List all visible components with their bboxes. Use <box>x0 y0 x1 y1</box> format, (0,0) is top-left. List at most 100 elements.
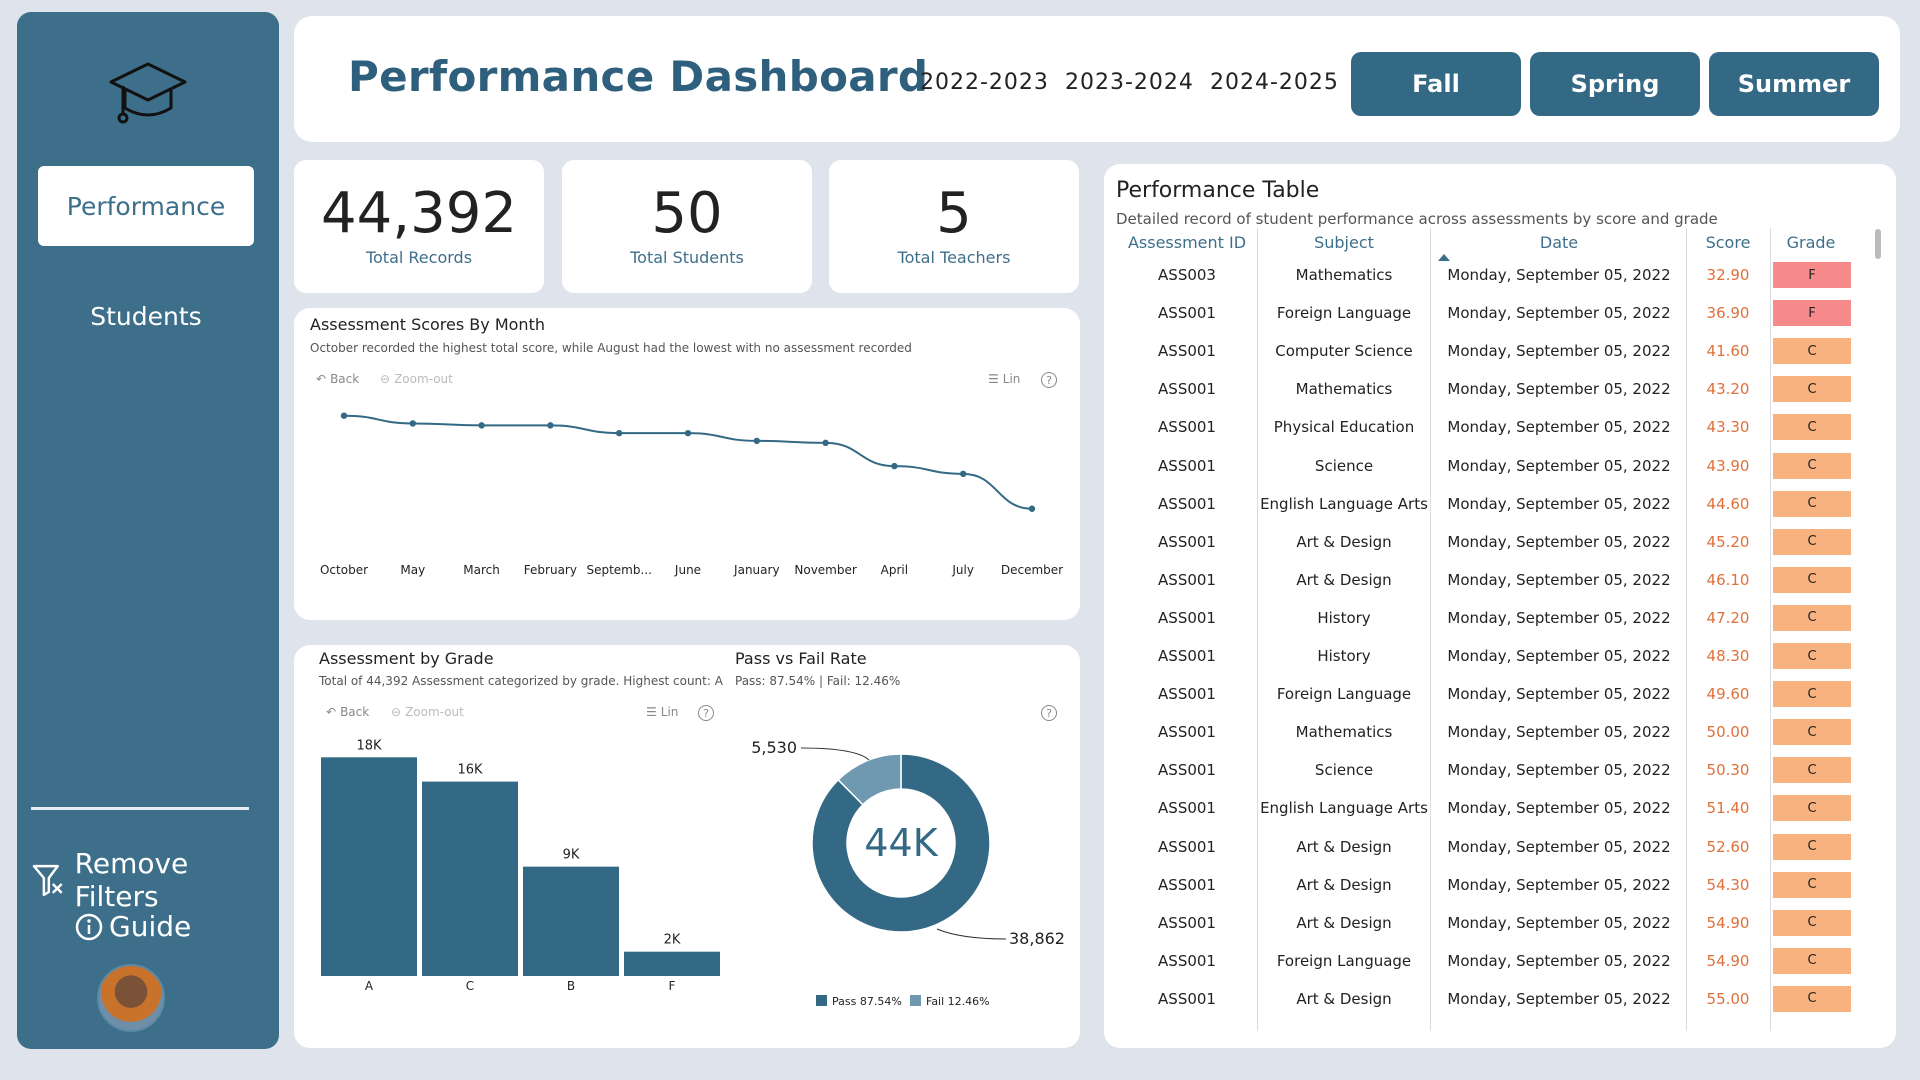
donut-chart: 44K 38,862 5,530 Pass 87.54% Fail 12.46% <box>751 738 1065 1008</box>
legend-swatch <box>910 995 921 1006</box>
data-point[interactable] <box>616 429 623 437</box>
data-point[interactable] <box>753 437 760 445</box>
lin-toggle[interactable]: ☰ Lin <box>988 372 1020 386</box>
cell-grade: F <box>1773 262 1851 288</box>
cell-grade: C <box>1773 681 1851 708</box>
performance-table-panel <box>1104 164 1896 1048</box>
cell-score: 50.30 <box>1706 761 1750 780</box>
column-header-date[interactable]: Date <box>1539 233 1579 252</box>
cell-date: Monday, September 05, 2022 <box>1447 418 1671 437</box>
zoom-out-icon: ⊖ <box>380 372 391 386</box>
data-point[interactable] <box>409 420 416 427</box>
bar-chart: 18K A 16K C 9K B 2K F <box>321 738 720 993</box>
cell-score: 32.90 <box>1706 266 1750 284</box>
year-filter-2024-2025[interactable]: 2024-2025 <box>1210 70 1339 95</box>
zoom-out-button[interactable]: ⊖ Zoom-out <box>391 705 464 719</box>
data-point[interactable] <box>960 470 967 478</box>
kpi-label: Total Records <box>365 248 473 267</box>
cell-score: 43.30 <box>1706 418 1750 437</box>
line-chart-panel <box>294 308 1080 620</box>
bar-data-label: 16K <box>457 763 483 778</box>
x-tick-label: April <box>880 563 909 577</box>
legend-item[interactable]: Fail 12.46% <box>926 995 990 1008</box>
cell-grade: F <box>1773 300 1851 327</box>
cell-grade: C <box>1773 757 1851 784</box>
bar-data-label: 2K <box>664 933 681 948</box>
cell-subject: Computer Science <box>1275 342 1413 361</box>
nav-item-students[interactable]: Students <box>90 301 202 331</box>
cell-assessment-id: ASS001 <box>1158 799 1216 818</box>
data-point[interactable] <box>1028 505 1036 512</box>
lin-label: Lin <box>1002 372 1021 386</box>
cell-grade: C <box>1773 376 1851 403</box>
bar[interactable] <box>624 951 720 976</box>
bar[interactable] <box>422 781 518 976</box>
cell-subject: Mathematics <box>1295 723 1393 742</box>
zoom-out-label: Zoom-out <box>405 705 464 719</box>
cell-date: Monday, September 05, 2022 <box>1447 951 1671 970</box>
back-button[interactable]: ↶ Back <box>316 372 359 386</box>
cell-date: Monday, September 05, 2022 <box>1447 913 1671 932</box>
cell-assessment-id: ASS001 <box>1158 380 1216 399</box>
cell-subject: History <box>1317 647 1371 665</box>
leader-line <box>936 928 1007 940</box>
data-point[interactable] <box>891 462 898 470</box>
fall-button[interactable]: Fall <box>1351 52 1521 116</box>
cell-score: 54.90 <box>1706 913 1750 932</box>
legend-item[interactable]: Pass 87.54% <box>832 995 902 1008</box>
cell-date: Monday, September 05, 2022 <box>1447 989 1671 1008</box>
year-filter-2023-2024[interactable]: 2023-2024 <box>1065 70 1194 95</box>
sort-ascending-icon[interactable] <box>1437 253 1451 263</box>
donut-slice-fail[interactable] <box>837 753 902 806</box>
cell-assessment-id: ASS001 <box>1158 494 1216 513</box>
zoom-out-button[interactable]: ⊖ Zoom-out <box>380 372 453 386</box>
help-icon[interactable]: ? <box>1041 705 1057 721</box>
cell-subject: Science <box>1314 456 1374 475</box>
cell-subject: Art & Design <box>1296 837 1392 856</box>
table-subtitle: Detailed record of student performance a… <box>1116 210 1718 228</box>
table-title: Performance Table <box>1116 178 1320 203</box>
lin-toggle[interactable]: ☰ Lin <box>646 705 678 719</box>
x-tick-label: July <box>952 563 974 577</box>
data-point[interactable] <box>822 439 829 447</box>
spring-button[interactable]: Spring <box>1530 52 1700 116</box>
column-header-score[interactable]: Score <box>1705 233 1751 252</box>
cell-assessment-id: ASS001 <box>1158 342 1216 361</box>
avatar <box>97 964 165 1032</box>
column-divider <box>1430 228 1431 1031</box>
sidebar-divider <box>31 807 249 810</box>
cell-date: Monday, September 05, 2022 <box>1447 532 1671 551</box>
kpi-total-teachers: 5 Total Teachers <box>829 160 1079 293</box>
cell-subject: Foreign Language <box>1276 951 1412 970</box>
column-header-assessment-id[interactable]: Assessment ID <box>1127 233 1247 252</box>
donut-center-label: 44K <box>864 821 938 865</box>
help-icon[interactable]: ? <box>1041 372 1057 388</box>
column-header-grade[interactable]: Grade <box>1786 233 1836 252</box>
data-point[interactable] <box>684 429 692 437</box>
remove-filters-button[interactable]: Remove Filters <box>31 847 279 913</box>
donut-data-label: 5,530 <box>751 738 797 757</box>
data-point[interactable] <box>478 422 485 429</box>
bar[interactable] <box>321 757 417 976</box>
cell-assessment-id: ASS001 <box>1158 304 1216 323</box>
nav-item-performance[interactable]: Performance <box>38 166 254 246</box>
cell-subject: English Language Arts <box>1260 799 1428 818</box>
cell-assessment-id: ASS001 <box>1158 761 1216 780</box>
back-button[interactable]: ↶ Back <box>326 705 369 719</box>
guide-button[interactable]: Guide <box>75 910 191 943</box>
data-point[interactable] <box>547 422 554 429</box>
year-filter-2022-2023[interactable]: 2022-2023 <box>920 70 1049 95</box>
leader-line <box>800 747 870 761</box>
column-divider <box>1686 228 1687 1031</box>
bar[interactable] <box>523 866 619 976</box>
data-point[interactable] <box>340 412 348 419</box>
cell-date: Monday, September 05, 2022 <box>1447 647 1671 665</box>
cell-score: 48.30 <box>1706 647 1750 665</box>
x-tick-label: February <box>523 563 577 577</box>
cell-score: 47.20 <box>1706 608 1750 627</box>
column-header-subject[interactable]: Subject <box>1314 233 1374 252</box>
cell-subject: Mathematics <box>1295 266 1393 284</box>
summer-button[interactable]: Summer <box>1709 52 1879 116</box>
help-icon[interactable]: ? <box>698 705 714 721</box>
table-scrollbar[interactable] <box>1875 229 1881 259</box>
